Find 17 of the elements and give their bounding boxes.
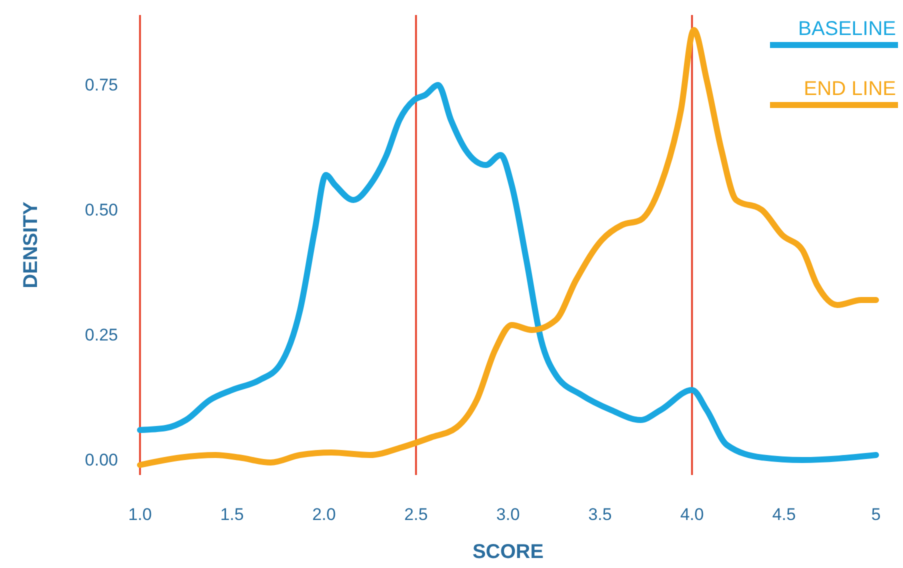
y-tick-label: 0.50 [84,200,118,220]
x-tick-label: 3.5 [588,505,612,524]
y-axis-title: DENSITY [20,201,42,288]
y-tick-label: 0.00 [84,450,118,470]
x-tick-label: 2.0 [312,505,336,524]
x-axis-title: SCORE [472,541,544,563]
y-tick-label: 0.25 [84,325,118,344]
x-tick-label: 3.0 [496,505,520,524]
x-tick-label: 1.0 [128,505,152,524]
text: BASELINE [798,18,896,40]
x-tick-label: 5 [871,505,881,524]
x-tick-label: 2.5 [404,505,428,524]
x-tick-label: 1.5 [220,505,244,524]
y-tick-label: 0.75 [84,75,118,94]
x-tick-label: 4.0 [680,505,704,524]
x-tick-label: 4.5 [772,505,796,524]
text: END LINE [804,78,896,100]
